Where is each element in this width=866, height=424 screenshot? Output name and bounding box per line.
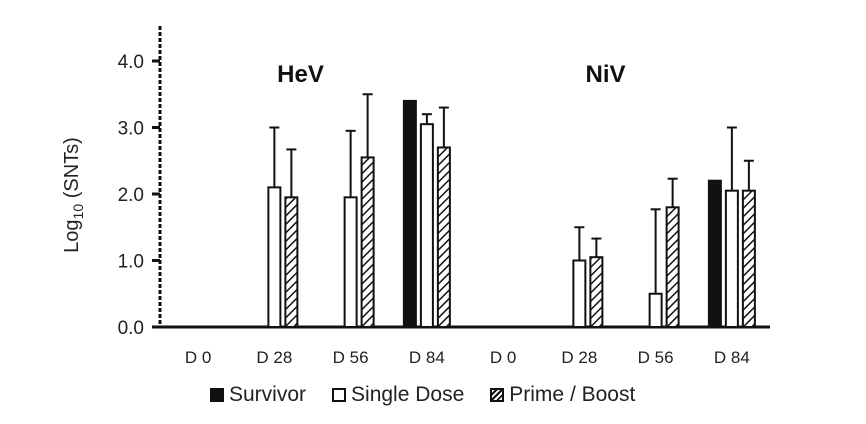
y-tick-label: 0.0: [118, 318, 144, 339]
bar: [572, 259, 587, 328]
bar: [436, 146, 451, 328]
bar: [267, 186, 282, 328]
x-tick-label: D 56: [638, 348, 674, 367]
legend-swatch-open: [332, 388, 347, 402]
bar: [360, 156, 375, 328]
x-tick-label: D 0: [185, 348, 211, 367]
bar: [707, 179, 722, 328]
x-tick-label: D 84: [409, 348, 445, 367]
legend-swatch-solid: [210, 388, 224, 402]
bars: [267, 93, 756, 329]
x-tick-label: D 28: [561, 348, 597, 367]
legend-label-prime-boost: Prime / Boost: [509, 383, 636, 406]
legend: Survivor Single Dose Prime / Boost: [210, 383, 661, 407]
group-title: HeV: [277, 61, 324, 88]
y-axis: 0.0 1.0 2.0 3.0 4.0: [118, 26, 770, 339]
bar: [284, 196, 299, 328]
legend-label-single-dose: Single Dose: [351, 383, 465, 406]
bar: [741, 189, 756, 328]
y-tick-label: 1.0: [118, 252, 144, 273]
legend-swatch-hatch: [490, 388, 505, 402]
bar: [343, 196, 358, 328]
legend-item-prime-boost: Prime / Boost: [490, 383, 635, 407]
legend-item-single-dose: Single Dose: [332, 383, 464, 407]
category-labels: D 0 D 28 D 56 D 84 HeV D 0 D 28 D 56 D 84 NiV: [185, 61, 750, 367]
legend-item-survivor: Survivor: [210, 383, 306, 407]
bar: [648, 292, 663, 328]
bar: [724, 189, 739, 328]
bar: [589, 256, 604, 328]
group-title: NiV: [585, 61, 625, 88]
x-tick-label: D 0: [490, 348, 516, 367]
x-tick-label: D 28: [256, 348, 292, 367]
x-tick-label: D 56: [333, 348, 369, 367]
y-tick-label: 4.0: [118, 52, 144, 73]
x-tick-label: D 84: [714, 348, 750, 367]
y-tick-label: 2.0: [118, 185, 144, 206]
bar: [665, 206, 680, 328]
bar: [402, 99, 417, 329]
y-tick-label: 3.0: [118, 119, 144, 140]
legend-label-survivor: Survivor: [229, 383, 307, 406]
y-axis-label: Log10 (SNTs): [61, 137, 86, 253]
bar: [419, 123, 434, 328]
